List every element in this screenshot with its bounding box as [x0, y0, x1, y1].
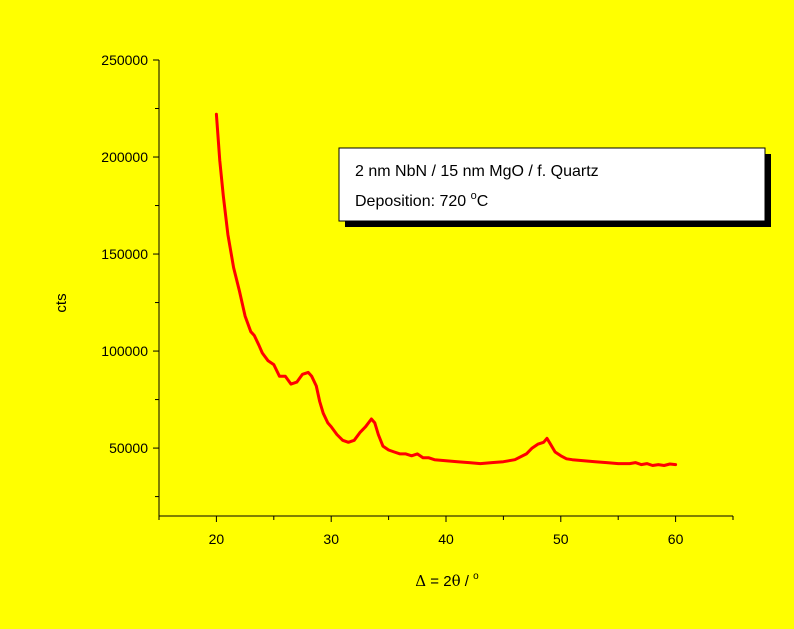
legend-line-1: 2 nm NbN / 15 nm MgO / f. Quartz: [355, 163, 599, 180]
legend-box: [338, 147, 766, 222]
x-axis-title-equals: = 2: [426, 573, 451, 590]
y-tick-label: 100000: [101, 343, 148, 359]
y-tick-label: 250000: [101, 52, 148, 68]
legend-degree-symbol: o: [471, 190, 477, 202]
y-tick-label: 150000: [101, 246, 148, 262]
x-axis-title-slash: /: [461, 573, 474, 590]
x-axis-title-degree: o: [473, 571, 479, 582]
legend-line-2-suffix: C: [477, 193, 489, 210]
x-axis-title-theta: θ: [452, 572, 461, 590]
x-tick-label: 60: [668, 531, 684, 547]
x-tick-label: 20: [209, 531, 225, 547]
ticks: [153, 59, 734, 522]
legend: 2 nm NbN / 15 nm MgO / f. Quartz Deposit…: [338, 147, 771, 227]
x-tick-label: 30: [323, 531, 339, 547]
legend-line-2: Deposition: 720 oC: [355, 190, 488, 210]
y-tick-label: 200000: [101, 149, 148, 165]
y-axis-title: cts: [53, 293, 70, 312]
x-axis-title: Δ = 2θ / o: [415, 571, 479, 590]
x-axis-title-delta: Δ: [415, 572, 426, 590]
y-tick-label: 50000: [109, 440, 148, 456]
legend-line-2-prefix: Deposition: 720: [355, 193, 471, 210]
series-line: [214, 112, 678, 467]
x-tick-label: 50: [553, 531, 569, 547]
x-tick-label: 40: [438, 531, 454, 547]
tick-labels: 20 30 40 50 60 50000 100000 150000 200000 250000: [101, 52, 683, 547]
